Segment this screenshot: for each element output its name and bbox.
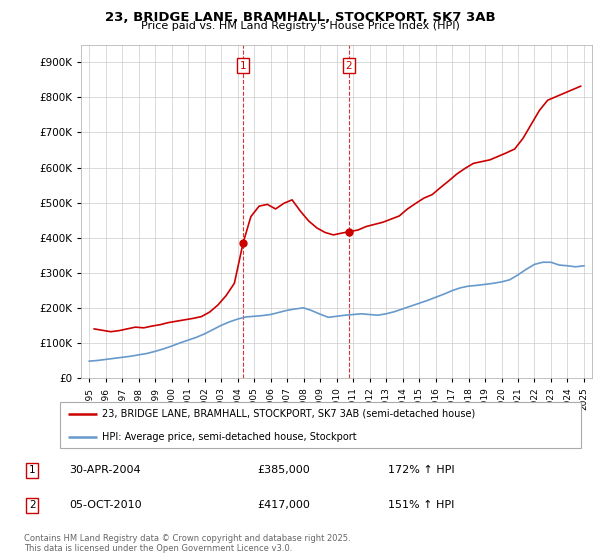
Text: £417,000: £417,000 [257, 501, 310, 510]
Text: 1: 1 [240, 61, 247, 71]
Text: 05-OCT-2010: 05-OCT-2010 [70, 501, 142, 510]
Text: 151% ↑ HPI: 151% ↑ HPI [389, 501, 455, 510]
Text: 30-APR-2004: 30-APR-2004 [70, 465, 141, 475]
Text: 172% ↑ HPI: 172% ↑ HPI [389, 465, 455, 475]
FancyBboxPatch shape [59, 402, 581, 448]
Text: HPI: Average price, semi-detached house, Stockport: HPI: Average price, semi-detached house,… [102, 432, 356, 441]
Text: £385,000: £385,000 [257, 465, 310, 475]
Text: Contains HM Land Registry data © Crown copyright and database right 2025.
This d: Contains HM Land Registry data © Crown c… [24, 534, 350, 553]
Text: Price paid vs. HM Land Registry's House Price Index (HPI): Price paid vs. HM Land Registry's House … [140, 21, 460, 31]
Text: 1: 1 [29, 465, 35, 475]
Text: 23, BRIDGE LANE, BRAMHALL, STOCKPORT, SK7 3AB: 23, BRIDGE LANE, BRAMHALL, STOCKPORT, SK… [104, 11, 496, 24]
Text: 23, BRIDGE LANE, BRAMHALL, STOCKPORT, SK7 3AB (semi-detached house): 23, BRIDGE LANE, BRAMHALL, STOCKPORT, SK… [102, 408, 475, 418]
Text: 2: 2 [29, 501, 35, 510]
Text: 2: 2 [346, 61, 352, 71]
